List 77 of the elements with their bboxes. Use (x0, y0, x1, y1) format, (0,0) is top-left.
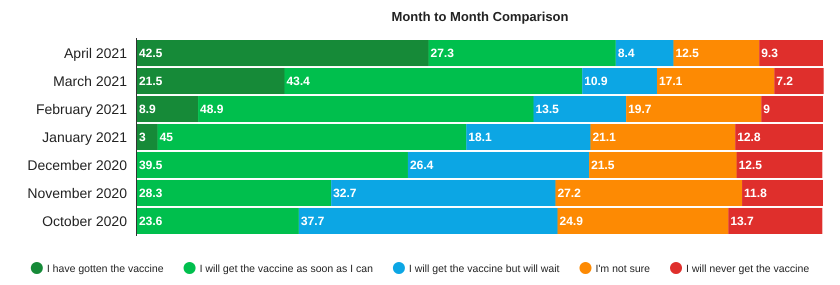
data-label: 28.3 (139, 186, 163, 200)
bar (742, 180, 823, 206)
data-label: 3 (139, 130, 146, 144)
legend-label: I will get the vaccine as soon as I can (200, 263, 374, 275)
bar (673, 40, 760, 66)
legend-label: I'm not sure (595, 263, 650, 275)
bar (466, 124, 590, 150)
bar (137, 96, 198, 122)
bar (656, 68, 774, 94)
bar (428, 40, 616, 66)
bar (761, 96, 823, 122)
data-label: 37.7 (300, 214, 325, 228)
bar (137, 152, 408, 178)
data-label: 23.6 (139, 214, 163, 228)
bar (137, 40, 429, 66)
legend-label: I will get the vaccine but will wait (408, 263, 560, 275)
bar (158, 124, 466, 150)
data-label: 48.9 (200, 102, 224, 116)
bar (137, 68, 284, 94)
y-tick-label: December 2020 (27, 156, 128, 173)
data-label: 19.7 (628, 102, 652, 116)
data-label: 27.2 (557, 186, 582, 200)
bar (728, 208, 822, 234)
bar (331, 180, 556, 206)
data-label: 43.4 (286, 74, 310, 88)
data-label: 17.1 (658, 74, 683, 88)
bar (198, 96, 534, 122)
data-label: 10.9 (584, 74, 608, 88)
y-tick-label: April 2021 (64, 45, 128, 62)
bar (408, 152, 590, 178)
data-label: 13.5 (536, 102, 560, 116)
bar (616, 40, 674, 66)
data-label: 18.1 (468, 130, 492, 144)
data-label: 45 (160, 130, 174, 144)
data-label: 9 (763, 102, 770, 116)
data-label: 8.4 (618, 46, 635, 60)
bar (735, 124, 823, 150)
data-label: 39.5 (139, 158, 163, 172)
data-label: 21.5 (591, 158, 615, 172)
bar (759, 40, 823, 66)
data-label: 12.8 (737, 130, 761, 144)
data-label: 21.1 (592, 130, 616, 144)
data-label: 24.9 (560, 214, 584, 228)
bar (736, 152, 822, 178)
legend-label: I will never get the vaccine (686, 263, 810, 275)
bar (137, 180, 332, 206)
y-tick-label: January 2021 (42, 129, 128, 145)
data-label: 13.7 (730, 214, 754, 228)
y-tick-label: November 2020 (27, 184, 128, 201)
bar (582, 68, 657, 94)
data-label: 26.4 (410, 158, 434, 172)
legend-label: I have gotten the vaccine (46, 263, 164, 275)
bar (774, 68, 824, 94)
data-label: 7.2 (776, 74, 794, 88)
y-tick-label: February 2021 (36, 101, 128, 118)
bar (298, 208, 558, 234)
data-label: 27.3 (430, 46, 454, 60)
bar (558, 208, 728, 234)
bar (137, 208, 299, 234)
bar (590, 124, 736, 150)
data-label: 11.8 (744, 186, 768, 200)
data-label: 42.5 (139, 46, 163, 60)
data-label: 12.5 (738, 158, 762, 172)
data-label: 8.9 (139, 102, 156, 116)
data-label: 32.7 (333, 186, 357, 200)
y-tick-label: October 2020 (42, 212, 128, 229)
bar (284, 68, 582, 94)
data-label: 21.5 (139, 74, 163, 88)
y-tick-label: March 2021 (53, 73, 128, 90)
bar (534, 96, 626, 122)
bar (589, 152, 737, 178)
bar (626, 96, 762, 122)
bar (555, 180, 742, 206)
data-label: 12.5 (675, 46, 700, 60)
bar (137, 124, 158, 150)
chart-title: Month to Month Comparison (392, 9, 569, 24)
data-label: 9.3 (761, 46, 778, 60)
